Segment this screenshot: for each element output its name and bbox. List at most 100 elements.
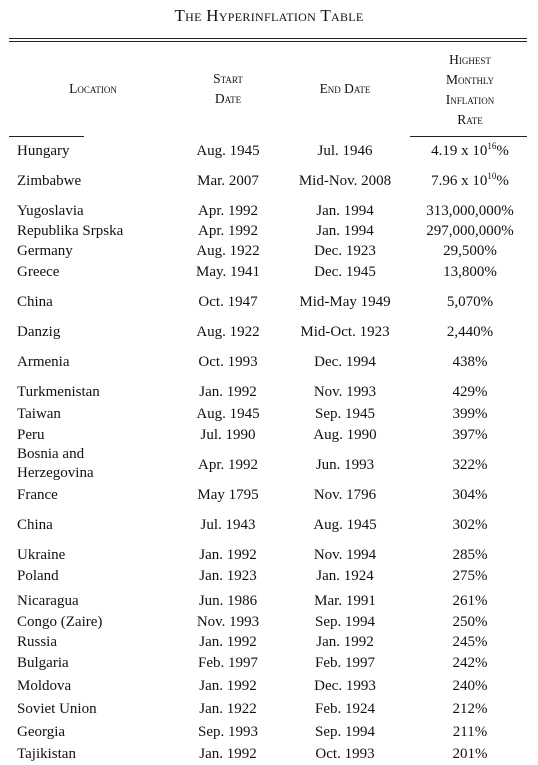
table-row: Peru Jul. 1990 Aug. 1990 397%: [0, 424, 538, 446]
inflation-rate-cell: 261%: [452, 593, 488, 609]
inflation-rate-cell: 322%: [452, 457, 488, 473]
inflation-rate-cell: 250%: [452, 614, 488, 630]
table-row: Georgia Sep. 1993 Sep. 1994 211%: [0, 721, 538, 743]
table-row: Bulgaria Feb. 1997 Feb. 1997 242%: [0, 652, 538, 674]
end-date-cell: Dec. 1923: [314, 243, 376, 259]
end-date-cell: Mid-May 1949: [299, 294, 391, 310]
location-cell: Moldova: [17, 678, 72, 694]
table-row: Germany Aug. 1922 Dec. 1923 29,500%: [0, 240, 538, 262]
rate-percent: %: [496, 173, 509, 189]
end-date-cell: Mid-Oct. 1923: [300, 324, 390, 340]
end-date-cell: Feb. 1924: [315, 701, 375, 717]
start-date-cell: Jul. 1943: [200, 517, 256, 533]
end-date-cell: Jan. 1992: [316, 634, 374, 650]
start-date-cell: Jan. 1992: [199, 746, 257, 762]
start-date-cell: Apr. 1992: [198, 457, 258, 473]
start-date-cell: Oct. 1947: [198, 294, 258, 310]
end-date-cell: Dec. 1993: [314, 678, 376, 694]
inflation-rate-cell: 240%: [452, 678, 488, 694]
location-cell: France: [17, 487, 58, 503]
header-rule-right: [410, 136, 527, 137]
rate-percent: %: [496, 143, 509, 159]
location-cell: Turkmenistan: [17, 384, 100, 400]
rate-exponent: 10: [487, 171, 497, 181]
table-row: Ukraine Jan. 1992 Nov. 1994 285%: [0, 544, 538, 566]
location-cell: Zimbabwe: [17, 173, 82, 189]
end-date-cell: Oct. 1993: [315, 746, 375, 762]
location-cell: Peru: [17, 427, 45, 443]
location-cell: Germany: [17, 243, 73, 259]
start-date-cell: Aug. 1945: [196, 143, 260, 159]
inflation-rate-cell: 397%: [452, 427, 488, 443]
end-date-cell: Nov. 1796: [313, 487, 377, 503]
start-date-cell: Mar. 2007: [197, 173, 259, 189]
start-date-cell: Nov. 1993: [196, 614, 260, 630]
start-date-cell: Jan. 1992: [199, 634, 257, 650]
location-cell: Bosnia and Herzegovina: [17, 446, 94, 481]
top-rule: [9, 38, 527, 39]
inflation-rate-cell: 29,500%: [443, 243, 497, 259]
end-date-cell: Feb. 1997: [315, 655, 375, 671]
end-date-cell: Jul. 1946: [317, 143, 373, 159]
inflation-rate-cell: 242%: [452, 655, 488, 671]
inflation-rate-cell: 297,000,000%: [426, 223, 514, 239]
inflation-rate-cell: 245%: [452, 634, 488, 650]
rate-base: 4.19 x 10: [431, 143, 488, 159]
start-date-cell: May 1795: [197, 487, 259, 503]
top-rule-second: [9, 41, 527, 42]
table-row: Turkmenistan Jan. 1992 Nov. 1993 429%: [0, 381, 538, 403]
location-cell: China: [17, 294, 53, 310]
table-row: Nicaragua Jun. 1986 Mar. 1991 261%: [0, 590, 538, 612]
start-date-cell: Aug. 1922: [196, 243, 260, 259]
inflation-rate-cell: 212%: [452, 701, 488, 717]
location-cell: Danzig: [17, 324, 61, 340]
start-date-cell: Apr. 1992: [198, 223, 258, 239]
location-cell: Georgia: [17, 724, 66, 740]
end-date-cell: Mar. 1991: [314, 593, 376, 609]
inflation-rate-cell: 438%: [452, 354, 488, 370]
location-cell: Russia: [17, 634, 58, 650]
table-title: The Hyperinflation Table: [174, 6, 364, 25]
end-date-cell: Nov. 1993: [313, 384, 377, 400]
location-cell: China: [17, 517, 53, 533]
end-date-cell: Jan. 1994: [316, 223, 374, 239]
location-cell: Poland: [17, 568, 59, 584]
inflation-rate-cell: 201%: [452, 746, 488, 762]
inflation-rate-cell: 302%: [452, 517, 488, 533]
inflation-rate-cell: 304%: [452, 487, 488, 503]
start-date-cell: Apr. 1992: [198, 203, 258, 219]
start-date-cell: Feb. 1997: [198, 655, 258, 671]
table-row: Yugoslavia Apr. 1992 Jan. 1994 313,000,000%: [0, 200, 538, 222]
inflation-rate-cell: 275%: [452, 568, 488, 584]
inflation-rate-cell: 5,070%: [446, 294, 494, 310]
end-date-cell: Jan. 1994: [316, 203, 374, 219]
table-row: Tajikistan Jan. 1992 Oct. 1993 201%: [0, 743, 538, 765]
header-location: Location: [69, 81, 117, 96]
table-row: Taiwan Aug. 1945 Sep. 1945 399%: [0, 403, 538, 425]
inflation-rate-cell: 285%: [452, 547, 488, 563]
table-row: Armenia Oct. 1993 Dec. 1994 438%: [0, 351, 538, 373]
header-end-date: End Date: [319, 81, 371, 96]
start-date-cell: Jan. 1922: [199, 701, 257, 717]
rate-exponent: 16: [487, 141, 497, 151]
table-row: China Jul. 1943 Aug. 1945 302%: [0, 514, 538, 536]
header-rule-left: [9, 136, 84, 137]
inflation-rate-cell: 7.96 x 1010%: [410, 170, 530, 192]
location-cell: Greece: [17, 264, 60, 280]
end-date-cell: Dec. 1994: [314, 354, 376, 370]
header-highest-monthly-inflation-rate: Highest Monthly Inflation Rate: [445, 52, 495, 127]
start-date-cell: Jan. 1923: [199, 568, 257, 584]
end-date-cell: Jan. 1924: [316, 568, 374, 584]
start-date-cell: Sep. 1993: [198, 724, 258, 740]
start-date-cell: Oct. 1993: [198, 354, 258, 370]
table-row: Congo (Zaire) Nov. 1993 Sep. 1994 250%: [0, 611, 538, 633]
end-date-cell: Sep. 1945: [315, 406, 375, 422]
end-date-cell: Aug. 1990: [313, 427, 377, 443]
end-date-cell: Sep. 1994: [315, 614, 375, 630]
table-row: Danzig Aug. 1922 Mid-Oct. 1923 2,440%: [0, 321, 538, 343]
inflation-rate-cell: 429%: [452, 384, 488, 400]
table-row: Soviet Union Jan. 1922 Feb. 1924 212%: [0, 698, 538, 720]
start-date-cell: May. 1941: [195, 264, 261, 280]
location-cell: Armenia: [17, 354, 70, 370]
end-date-cell: Sep. 1994: [315, 724, 375, 740]
